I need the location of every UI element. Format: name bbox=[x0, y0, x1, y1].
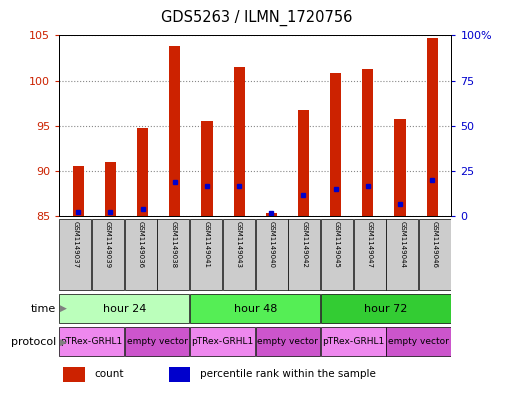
Bar bbox=[321, 327, 386, 356]
Text: pTRex-GRHL1: pTRex-GRHL1 bbox=[322, 338, 384, 346]
Bar bbox=[223, 219, 255, 290]
Text: GSM1149044: GSM1149044 bbox=[400, 221, 405, 268]
Text: pTRex-GRHL1: pTRex-GRHL1 bbox=[191, 338, 253, 346]
Text: empty vector: empty vector bbox=[258, 338, 319, 346]
Bar bbox=[60, 294, 189, 323]
Text: protocol: protocol bbox=[11, 337, 56, 347]
Bar bbox=[190, 219, 222, 290]
Text: GSM1149036: GSM1149036 bbox=[138, 221, 144, 268]
Text: count: count bbox=[94, 369, 124, 379]
Bar bbox=[321, 294, 451, 323]
Bar bbox=[298, 110, 309, 216]
Bar bbox=[362, 69, 373, 216]
Bar bbox=[105, 162, 116, 216]
Bar bbox=[169, 46, 181, 216]
Text: hour 72: hour 72 bbox=[364, 303, 408, 314]
Bar bbox=[63, 367, 85, 382]
Text: GSM1149039: GSM1149039 bbox=[105, 221, 111, 268]
Bar bbox=[233, 67, 245, 216]
Bar bbox=[386, 327, 451, 356]
Bar bbox=[157, 219, 189, 290]
Text: GDS5263 / ILMN_1720756: GDS5263 / ILMN_1720756 bbox=[161, 10, 352, 26]
Bar bbox=[255, 219, 287, 290]
Text: ▶: ▶ bbox=[60, 304, 67, 313]
Text: percentile rank within the sample: percentile rank within the sample bbox=[200, 369, 376, 379]
Text: hour 48: hour 48 bbox=[233, 303, 277, 314]
Text: GSM1149042: GSM1149042 bbox=[301, 221, 307, 268]
Text: empty vector: empty vector bbox=[388, 338, 449, 346]
Bar bbox=[125, 219, 156, 290]
Bar bbox=[288, 219, 320, 290]
Text: GSM1149043: GSM1149043 bbox=[236, 221, 242, 268]
Text: GSM1149047: GSM1149047 bbox=[367, 221, 372, 268]
Bar bbox=[255, 327, 320, 356]
Bar bbox=[125, 327, 189, 356]
Bar bbox=[201, 121, 212, 216]
Bar bbox=[426, 38, 438, 216]
Bar bbox=[394, 119, 406, 216]
Bar bbox=[266, 213, 277, 216]
Text: GSM1149041: GSM1149041 bbox=[203, 221, 209, 268]
Bar bbox=[60, 327, 124, 356]
Text: pTRex-GRHL1: pTRex-GRHL1 bbox=[61, 338, 123, 346]
Bar bbox=[321, 219, 353, 290]
Bar bbox=[386, 219, 418, 290]
Text: GSM1149045: GSM1149045 bbox=[334, 221, 340, 268]
Bar bbox=[419, 219, 451, 290]
Bar bbox=[137, 128, 148, 216]
Text: ▶: ▶ bbox=[60, 338, 67, 346]
Bar bbox=[60, 219, 91, 290]
Bar bbox=[330, 73, 341, 216]
Text: GSM1149040: GSM1149040 bbox=[269, 221, 274, 268]
Bar bbox=[354, 219, 386, 290]
Bar bbox=[73, 167, 84, 216]
Text: hour 24: hour 24 bbox=[103, 303, 146, 314]
Text: time: time bbox=[31, 303, 56, 314]
Bar bbox=[190, 294, 320, 323]
Text: empty vector: empty vector bbox=[127, 338, 188, 346]
Bar bbox=[190, 327, 255, 356]
Text: GSM1149046: GSM1149046 bbox=[432, 221, 438, 268]
Text: GSM1149038: GSM1149038 bbox=[170, 221, 176, 268]
Text: GSM1149037: GSM1149037 bbox=[72, 221, 78, 268]
Bar bbox=[92, 219, 124, 290]
Bar bbox=[169, 367, 190, 382]
